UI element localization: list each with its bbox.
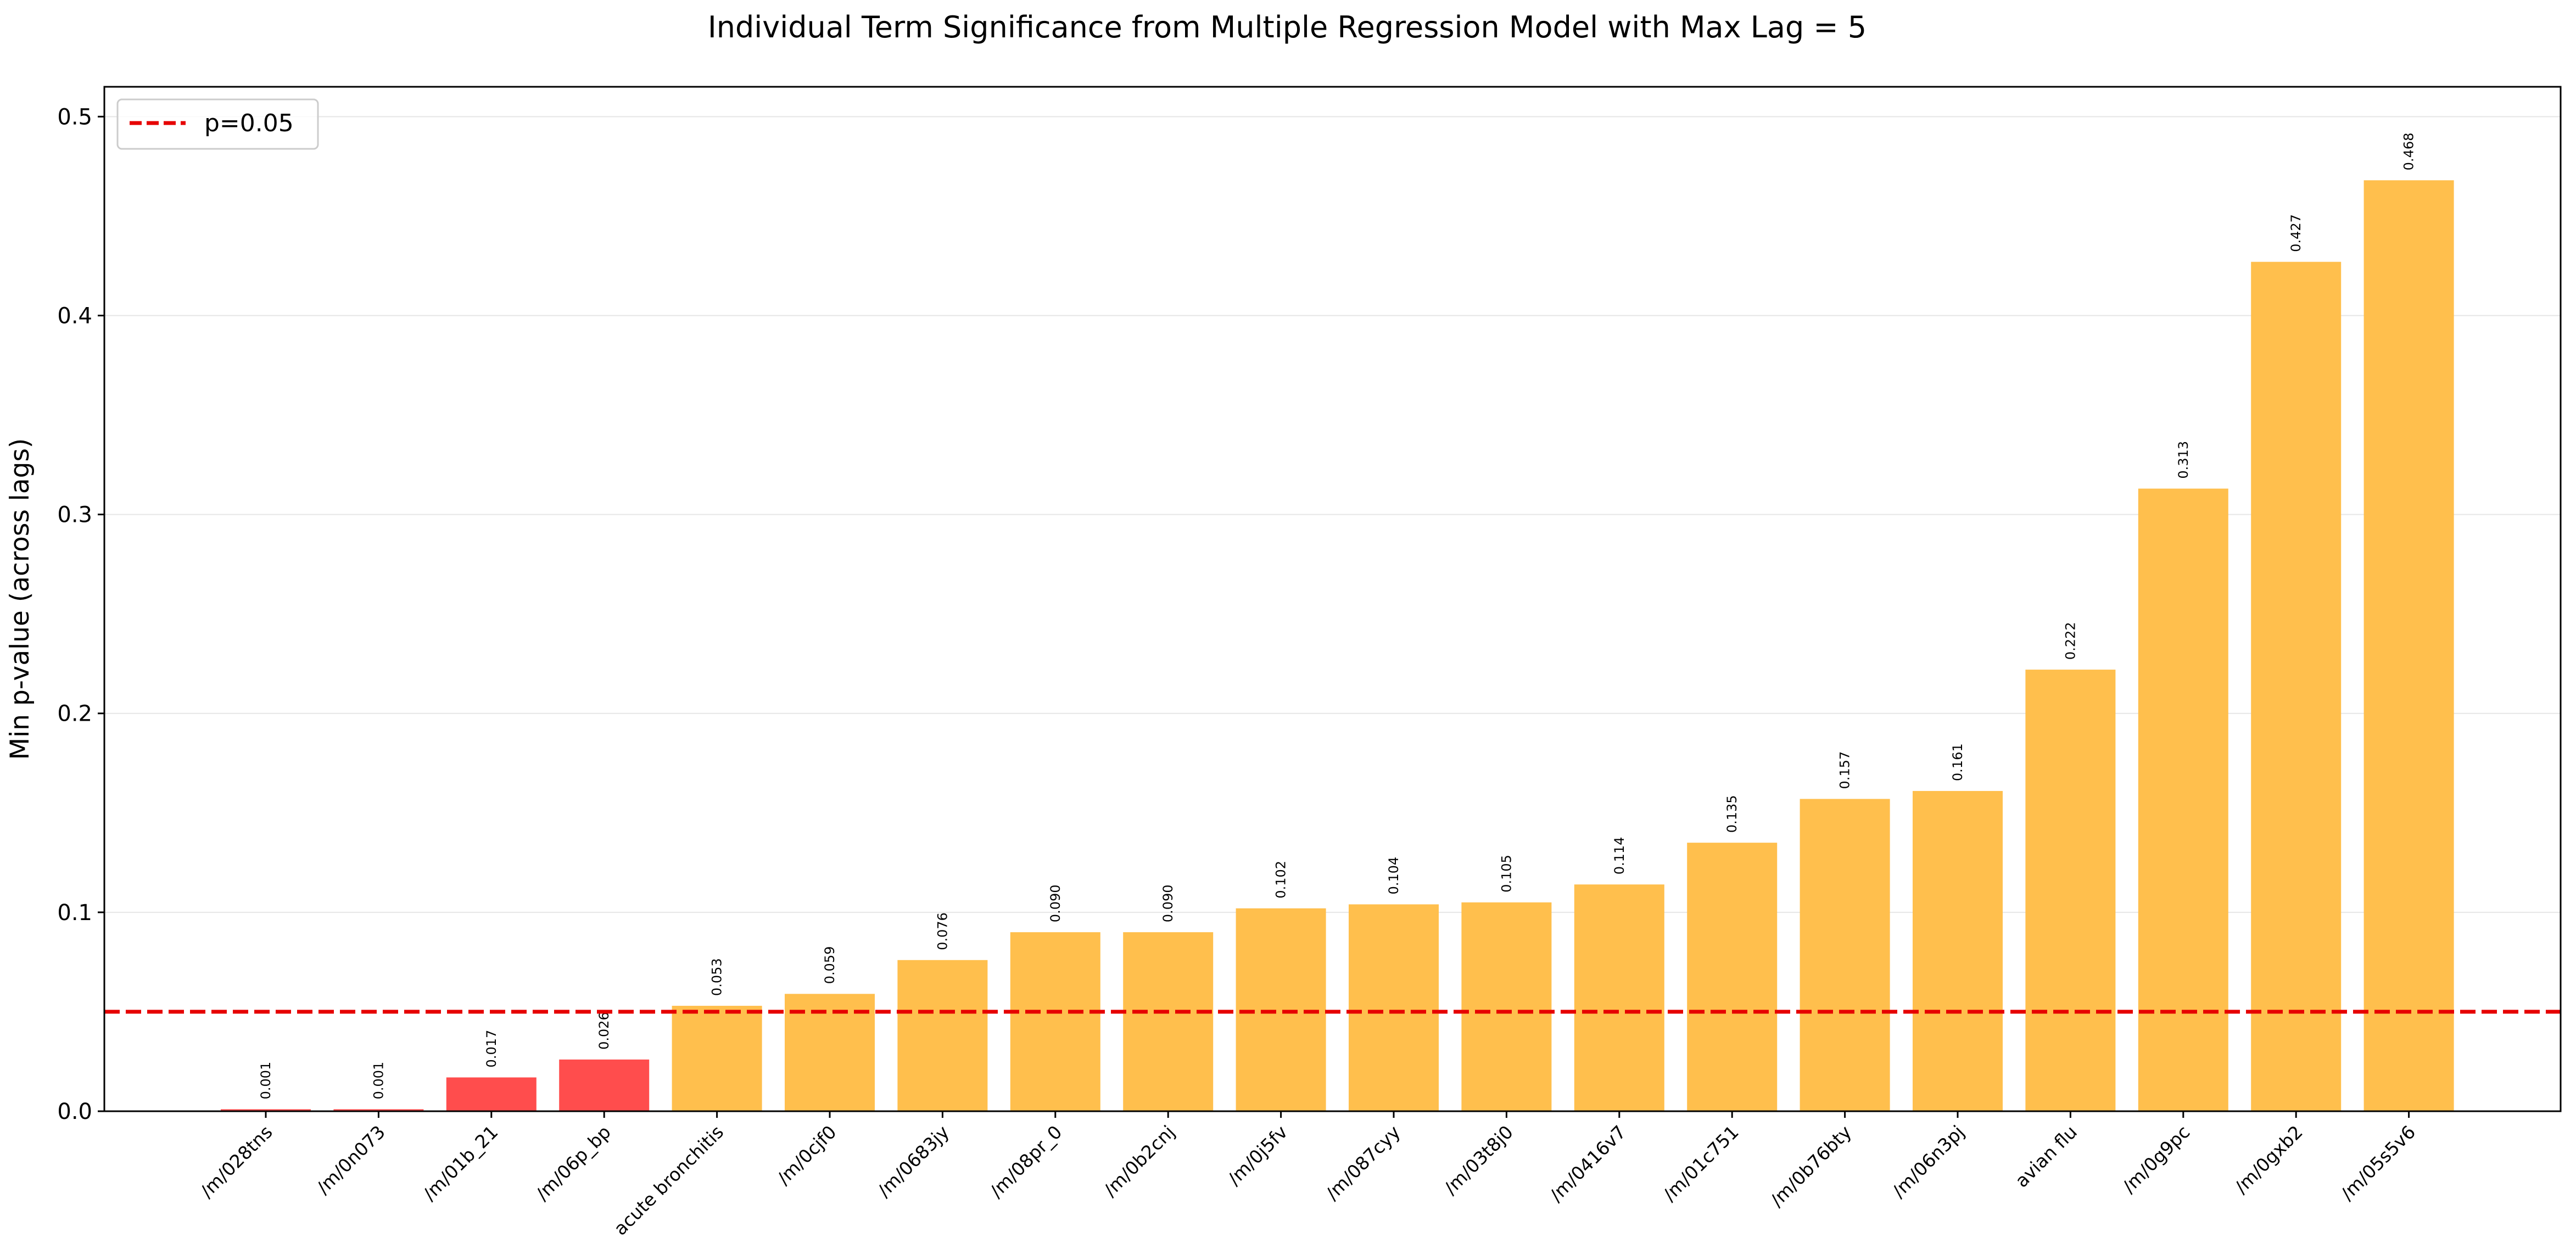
bar — [1687, 843, 1778, 1111]
value-label: 0.157 — [1837, 751, 1853, 789]
value-labels: 0.001 0.001 0.017 0.026 0.053 0.059 0.076 0.090… — [258, 132, 2417, 1099]
bar — [1913, 790, 2003, 1111]
bar — [333, 1109, 424, 1111]
value-label: 0.313 — [2176, 441, 2191, 479]
bar — [1010, 932, 1100, 1111]
value-label: 0.135 — [1724, 795, 1740, 833]
legend-box — [116, 98, 319, 150]
plot-frame — [103, 86, 2562, 1112]
bar — [2251, 261, 2342, 1111]
y-tick-label: 0.0 — [57, 1099, 92, 1124]
y-axis-label: Min p-value (across lags) — [5, 438, 35, 760]
chart-title: Individual Term Significance from Multip… — [708, 10, 1867, 44]
value-label: 0.114 — [1612, 837, 1627, 874]
bar — [2363, 180, 2454, 1112]
bar — [1123, 932, 1214, 1111]
bar — [1349, 904, 1439, 1111]
legend-label: p=0.05 — [204, 109, 294, 137]
value-label: 0.090 — [1160, 884, 1176, 922]
y-tick-label: 0.3 — [57, 503, 92, 528]
value-label: 0.468 — [2401, 132, 2417, 170]
value-label: 0.059 — [822, 946, 837, 984]
bar — [2138, 488, 2228, 1111]
bar — [1800, 799, 1890, 1111]
bar — [1461, 902, 1552, 1111]
value-label: 0.017 — [484, 1030, 499, 1068]
value-label: 0.102 — [1273, 861, 1289, 899]
bar — [672, 1006, 762, 1111]
y-axis: 0.0 0.1 0.2 0.3 0.4 0.5 — [57, 104, 104, 1124]
value-label: 0.427 — [2288, 214, 2304, 252]
bar — [559, 1059, 650, 1111]
value-label: 0.105 — [1499, 855, 1514, 893]
bar — [446, 1077, 537, 1111]
value-label: 0.104 — [1386, 857, 1401, 895]
value-label: 0.076 — [935, 912, 950, 950]
value-label: 0.001 — [371, 1062, 386, 1100]
legend: p=0.05 — [116, 98, 319, 150]
bar — [897, 960, 988, 1111]
bars — [221, 180, 2454, 1112]
y-tick-label: 0.2 — [57, 701, 92, 727]
y-tick-label: 0.5 — [57, 104, 92, 130]
y-tick-label: 0.4 — [57, 303, 92, 328]
bar — [2025, 670, 2116, 1111]
value-label: 0.161 — [1950, 743, 1965, 781]
bar — [1574, 884, 1664, 1111]
value-label: 0.053 — [709, 958, 725, 996]
bar — [1236, 908, 1326, 1111]
value-label: 0.222 — [2063, 622, 2078, 660]
bar — [221, 1109, 311, 1111]
value-label: 0.001 — [258, 1062, 273, 1100]
y-tick-label: 0.1 — [57, 900, 92, 926]
value-label: 0.090 — [1048, 884, 1063, 922]
value-label: 0.026 — [596, 1012, 612, 1050]
